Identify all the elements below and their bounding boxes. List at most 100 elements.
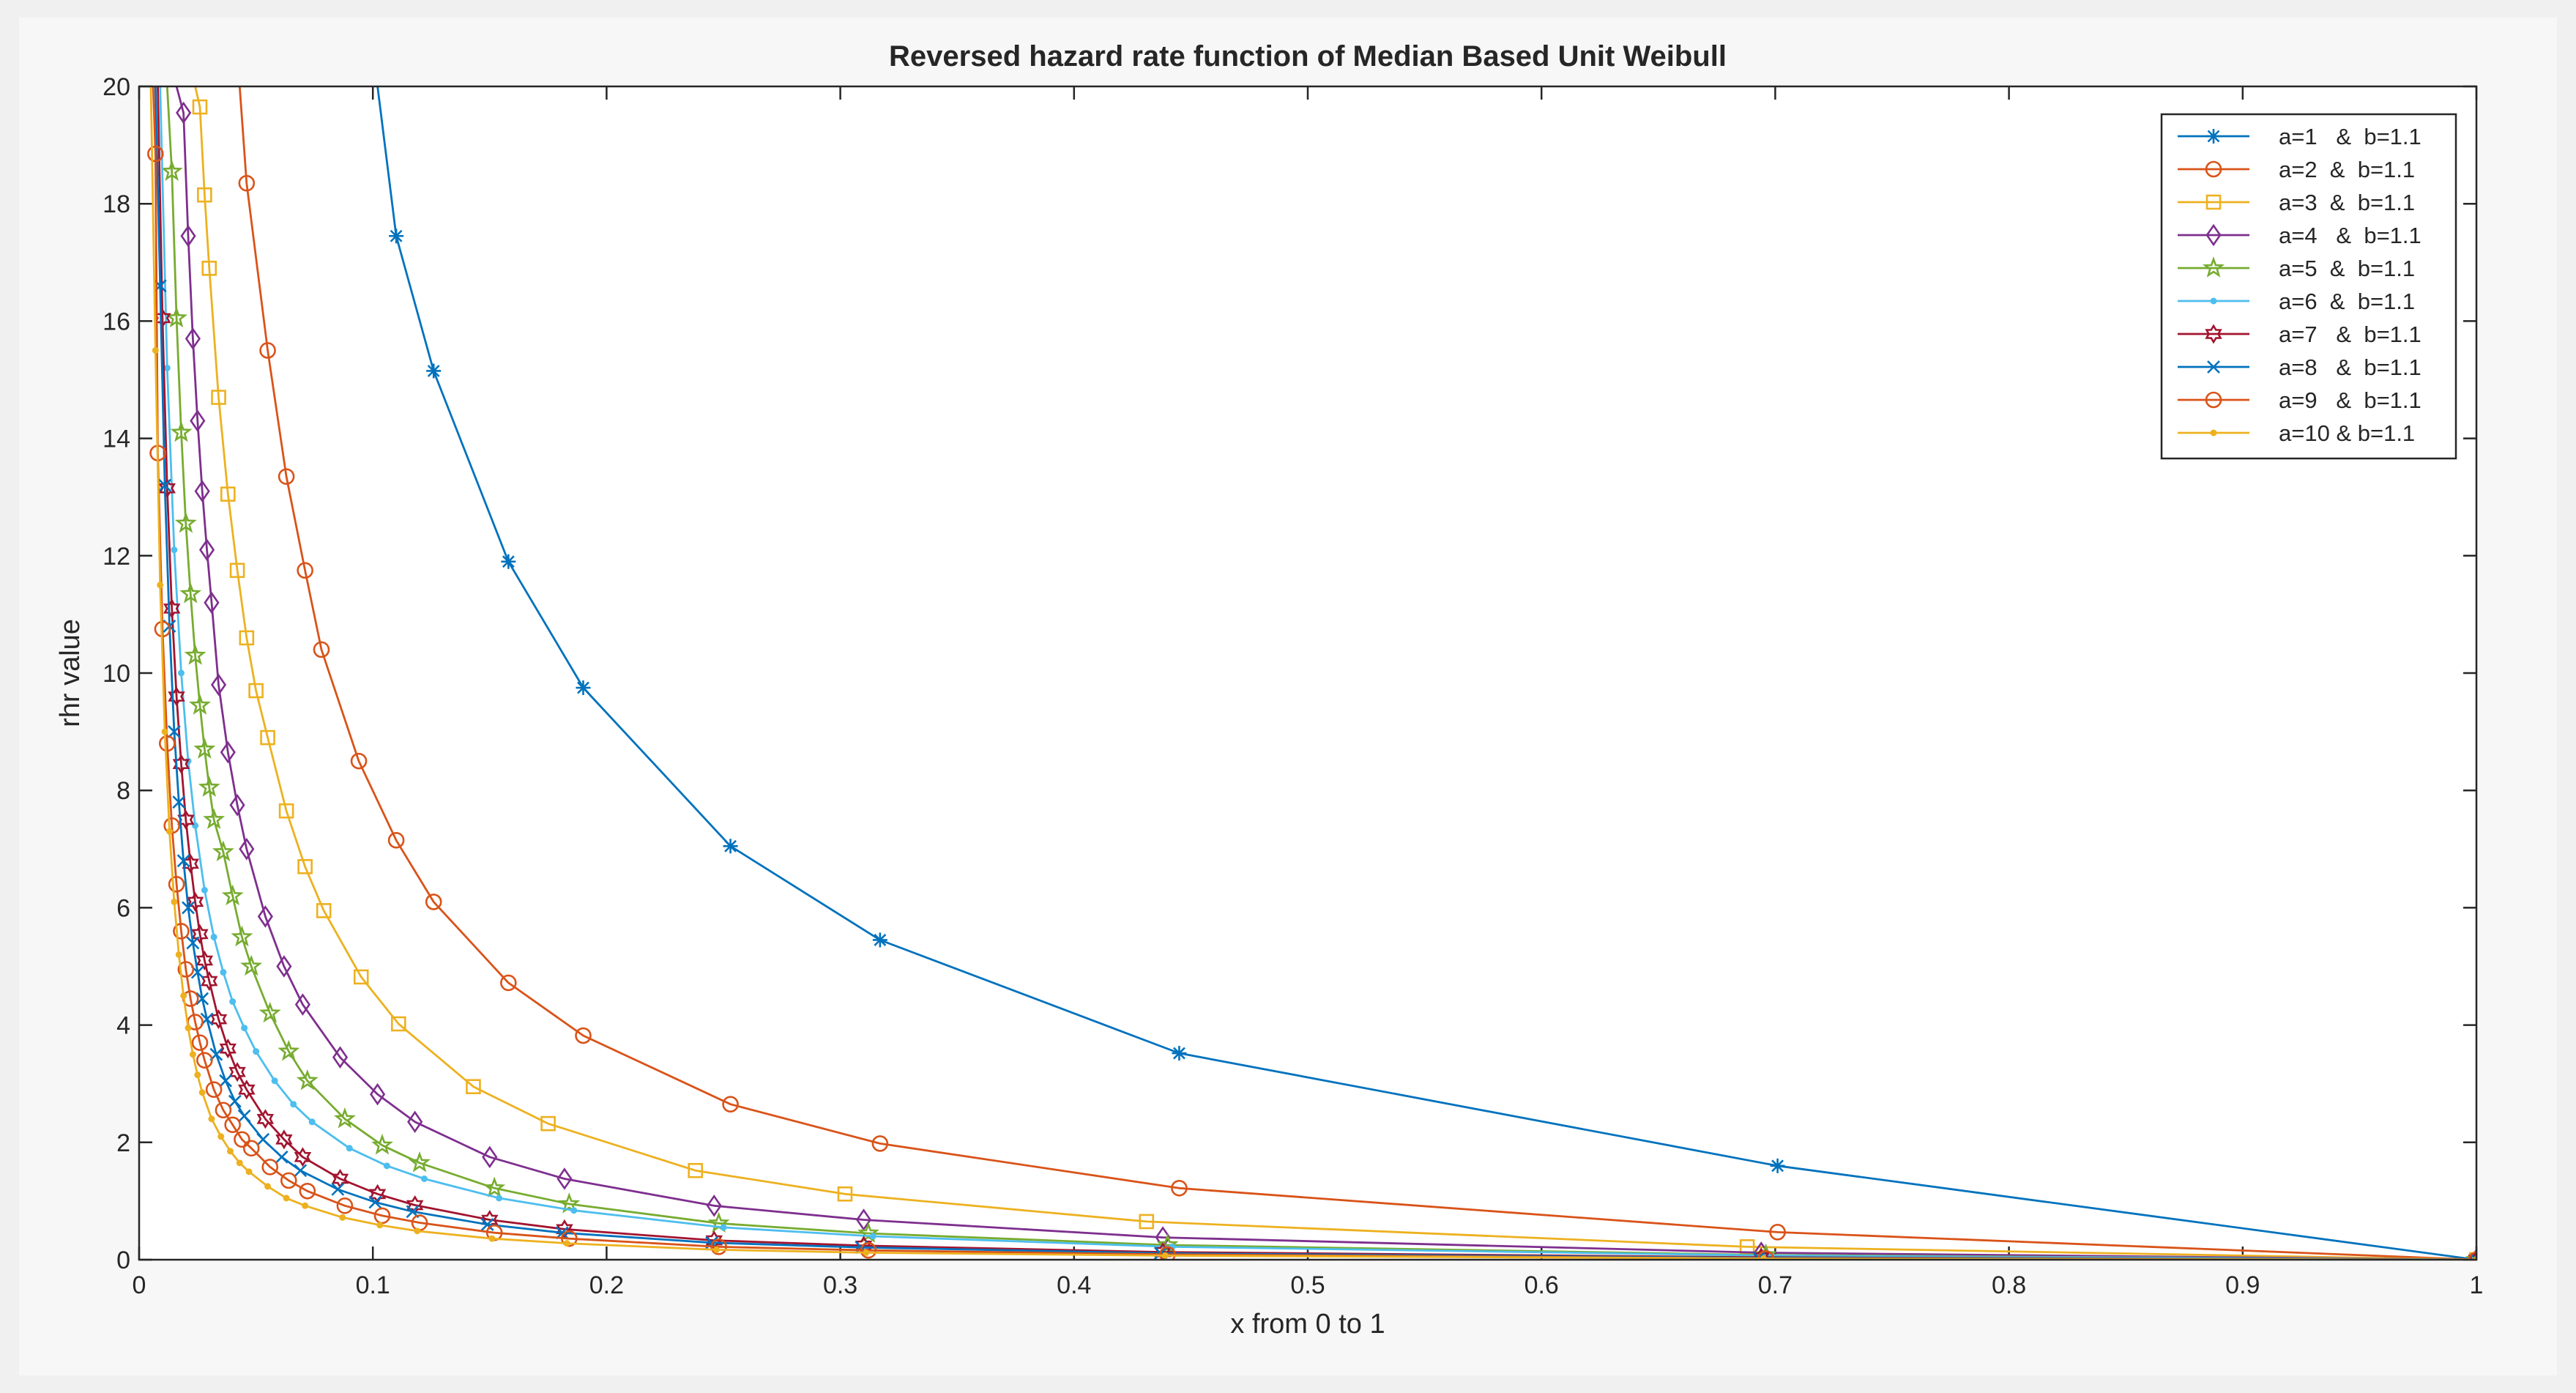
data-point bbox=[283, 1195, 290, 1202]
series-line bbox=[165, 86, 2476, 1260]
data-point bbox=[186, 891, 204, 912]
data-point bbox=[163, 364, 171, 371]
legend-label: a=8 & b=1.1 bbox=[2279, 354, 2421, 380]
x-tick-label: 0.8 bbox=[1992, 1271, 2026, 1299]
data-point bbox=[371, 1134, 393, 1155]
data-point bbox=[482, 1145, 498, 1169]
data-point bbox=[496, 1195, 503, 1202]
data-point bbox=[296, 1069, 319, 1091]
data-point bbox=[869, 1233, 876, 1240]
data-point bbox=[561, 1230, 578, 1247]
data-point bbox=[157, 582, 164, 589]
data-point bbox=[855, 1208, 872, 1231]
legend-marker bbox=[2205, 324, 2222, 344]
data-point bbox=[177, 961, 195, 978]
data-point bbox=[722, 1096, 739, 1113]
legend-item: a=4 & b=1.1 bbox=[2178, 223, 2421, 248]
data-point bbox=[197, 187, 212, 203]
data-point bbox=[171, 546, 178, 554]
data-point bbox=[224, 1116, 241, 1134]
data-point bbox=[488, 1235, 496, 1242]
data-point bbox=[333, 1107, 356, 1129]
data-point bbox=[160, 160, 183, 181]
data-point bbox=[219, 1039, 237, 1059]
data-point bbox=[220, 486, 236, 502]
data-point bbox=[177, 669, 185, 677]
series-line bbox=[149, 86, 2476, 1260]
data-point bbox=[290, 1101, 297, 1108]
data-point bbox=[294, 993, 311, 1016]
legend-marker bbox=[2206, 129, 2221, 144]
legend-label: a=5 & b=1.1 bbox=[2279, 256, 2415, 281]
data-point bbox=[563, 1240, 570, 1247]
data-point bbox=[276, 955, 292, 978]
legend-marker bbox=[2205, 160, 2222, 178]
data-point bbox=[186, 936, 200, 950]
data-point bbox=[259, 342, 276, 359]
data-point bbox=[261, 1159, 279, 1175]
data-point bbox=[231, 925, 253, 947]
legend-marker bbox=[2205, 391, 2222, 409]
legend-marker bbox=[2210, 429, 2217, 437]
data-point bbox=[168, 876, 185, 893]
data-point bbox=[256, 1109, 275, 1129]
legend-item: a=7 & b=1.1 bbox=[2178, 322, 2421, 347]
y-tick-label: 14 bbox=[103, 426, 130, 453]
data-point bbox=[229, 793, 245, 817]
legend-box bbox=[2160, 113, 2457, 460]
legend-label: a=6 & b=1.1 bbox=[2279, 289, 2415, 314]
data-point bbox=[712, 1246, 720, 1253]
data-point bbox=[302, 1202, 309, 1209]
y-tick-label: 2 bbox=[116, 1129, 130, 1157]
data-point bbox=[313, 641, 330, 658]
data-point bbox=[163, 598, 181, 619]
data-point bbox=[245, 1168, 253, 1175]
data-point bbox=[407, 1110, 423, 1134]
data-point bbox=[171, 898, 178, 905]
data-point bbox=[1769, 1224, 1786, 1241]
data-point bbox=[871, 1135, 889, 1152]
data-point bbox=[863, 1249, 870, 1256]
data-point bbox=[176, 854, 190, 868]
data-point bbox=[253, 1048, 260, 1055]
data-point bbox=[201, 261, 217, 276]
legend-marker bbox=[2210, 297, 2217, 305]
data-point bbox=[236, 1159, 243, 1167]
y-tick-label: 10 bbox=[103, 660, 130, 688]
legend-label: a=4 & b=1.1 bbox=[2279, 223, 2421, 248]
data-point bbox=[201, 886, 208, 894]
x-tick-label: 0.4 bbox=[1057, 1271, 1091, 1299]
data-point bbox=[179, 582, 202, 603]
data-point bbox=[239, 838, 255, 861]
data-point bbox=[556, 1167, 573, 1190]
data-point bbox=[182, 901, 195, 915]
plot-box bbox=[138, 85, 2478, 1261]
data-point bbox=[258, 1001, 281, 1023]
y-tick-label: 12 bbox=[103, 543, 130, 571]
data-point bbox=[837, 1186, 853, 1202]
data-point bbox=[170, 420, 193, 442]
data-point bbox=[257, 905, 273, 928]
series-2 bbox=[238, 86, 2476, 1260]
data-point bbox=[158, 478, 176, 499]
data-point bbox=[165, 828, 173, 835]
series-4 bbox=[175, 86, 2476, 1260]
data-point bbox=[228, 1094, 242, 1108]
data-point bbox=[389, 229, 404, 244]
series-10 bbox=[149, 86, 2476, 1260]
data-point bbox=[391, 1016, 406, 1032]
data-point bbox=[167, 725, 181, 739]
data-point bbox=[1161, 1252, 1169, 1259]
x-tick-label: 0 bbox=[133, 1271, 146, 1299]
data-point bbox=[220, 740, 236, 764]
data-point bbox=[203, 808, 226, 830]
series-line bbox=[376, 86, 2476, 1260]
data-point bbox=[370, 1082, 386, 1106]
series-layer bbox=[147, 86, 2476, 1260]
y-tick-label: 8 bbox=[116, 777, 130, 805]
data-point bbox=[248, 683, 264, 699]
data-point bbox=[720, 1224, 727, 1231]
data-point bbox=[860, 1241, 877, 1259]
data-point bbox=[332, 1046, 349, 1069]
